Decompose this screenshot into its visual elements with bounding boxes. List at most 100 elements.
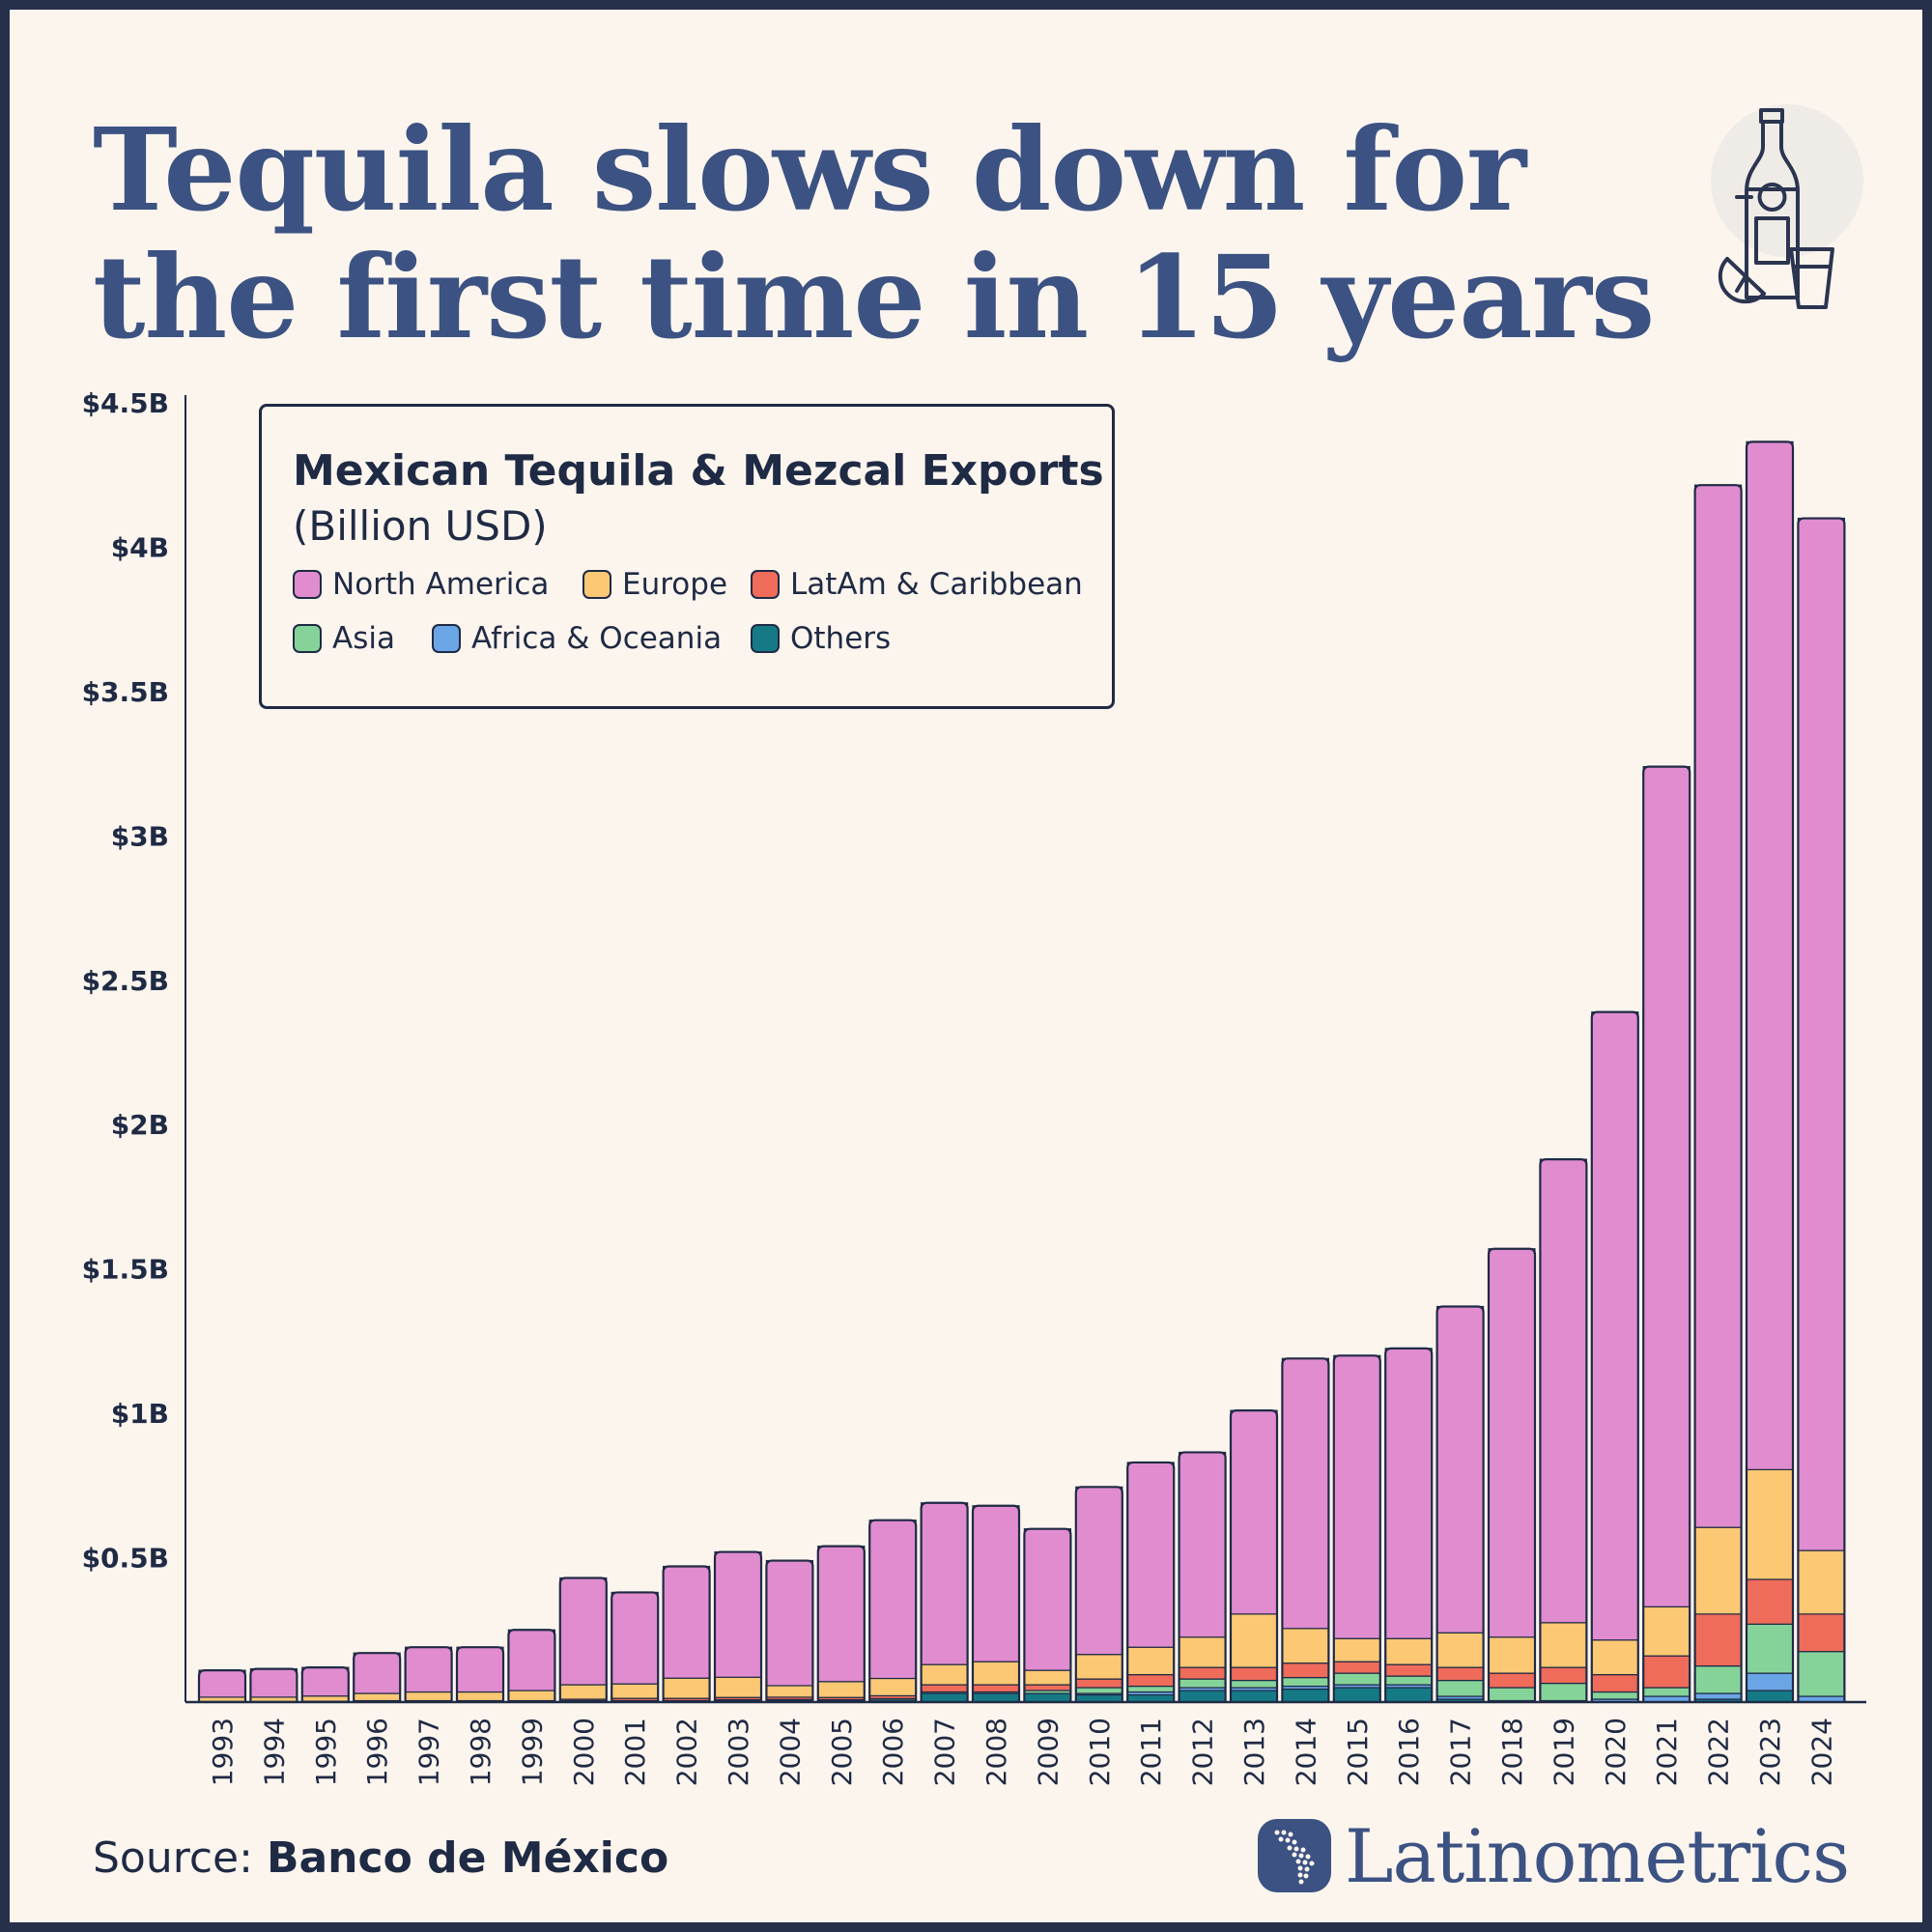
bar-segment	[1230, 1679, 1278, 1689]
bar-group	[507, 1629, 556, 1703]
bar-outline	[1074, 1486, 1123, 1702]
bar-group	[558, 1577, 608, 1703]
bar-outline	[920, 1501, 969, 1702]
bar-segment	[353, 1692, 401, 1702]
bar-outline	[353, 1652, 402, 1702]
bar-segment	[1435, 1666, 1485, 1682]
x-tick-label: 1993	[207, 1718, 239, 1786]
bar-outline	[662, 1565, 711, 1702]
x-tick-label: 2012	[1187, 1718, 1219, 1786]
bar-outline	[1435, 1305, 1485, 1702]
y-tick-label: $3.5B	[82, 676, 169, 708]
bar-segment	[765, 1685, 814, 1698]
bar-outline	[1281, 1357, 1330, 1702]
bar-segment	[1075, 1678, 1123, 1689]
bar-segment	[1591, 1639, 1639, 1676]
bar-segment	[1488, 1672, 1536, 1689]
bar-segment	[920, 1684, 969, 1693]
bar-group	[1023, 1527, 1072, 1703]
title-line-2: the first time in 15 years	[93, 230, 1655, 364]
x-tick-label: 1996	[361, 1718, 393, 1786]
bar-segment	[1488, 1636, 1536, 1674]
chart-legend: Mexican Tequila & Mezcal Exports (Billio…	[259, 404, 1115, 709]
bar-group	[1332, 1354, 1381, 1703]
bar-group	[1178, 1451, 1227, 1703]
bar-segment	[1230, 1409, 1278, 1615]
bar-outline	[1332, 1354, 1381, 1702]
bar-outline	[455, 1646, 505, 1702]
bar-segment	[1126, 1685, 1175, 1693]
bar-group	[1797, 517, 1846, 1703]
bar-segment	[1591, 1674, 1639, 1693]
x-tick-label: 2005	[826, 1718, 858, 1786]
bar-segment	[1693, 1526, 1743, 1615]
bar-segment	[972, 1661, 1020, 1686]
bar-outline	[816, 1545, 866, 1702]
tequila-bottle-and-shot-glass-icon	[1708, 104, 1872, 317]
bar-segment	[456, 1646, 504, 1693]
x-tick-label: 2001	[619, 1718, 651, 1786]
legend-item: Others	[751, 621, 891, 656]
bar-segment	[1178, 1666, 1227, 1680]
bar-outline	[507, 1629, 556, 1702]
x-tick-label: 2007	[929, 1718, 961, 1786]
y-tick-label: $4.5B	[82, 387, 169, 419]
latin-america-dot-map-icon	[1258, 1819, 1331, 1892]
bar-segment	[1178, 1451, 1227, 1638]
legend-label: Asia	[332, 621, 395, 656]
bar-group	[868, 1519, 918, 1703]
bar-segment	[1488, 1687, 1536, 1702]
bar-segment	[1384, 1663, 1433, 1677]
bar-group	[920, 1501, 969, 1703]
bar-group	[611, 1591, 660, 1703]
bar-outline	[300, 1666, 350, 1702]
bar-group	[404, 1646, 453, 1703]
bar-segment	[559, 1684, 608, 1700]
bar-segment	[1126, 1462, 1175, 1648]
x-tick-label: 2006	[877, 1718, 909, 1786]
bar-segment	[1384, 1637, 1433, 1665]
bar-segment	[1642, 1687, 1690, 1697]
y-tick-label: $1.5B	[82, 1254, 169, 1286]
legend-label: LatAm & Caribbean	[790, 567, 1083, 602]
bar-segment	[1281, 1688, 1330, 1703]
bar-group	[1229, 1409, 1279, 1703]
legend-label: Europe	[622, 567, 728, 602]
x-tick-label: 2010	[1084, 1718, 1116, 1786]
page-title: Tequila slows down for the first time in…	[93, 106, 1655, 364]
x-tick-label: 2018	[1496, 1718, 1528, 1786]
bar-segment	[1746, 440, 1794, 1470]
x-tick-label: 2017	[1445, 1718, 1477, 1786]
bar-segment	[611, 1591, 659, 1685]
chart-bars	[197, 440, 1846, 1703]
bar-segment	[1539, 1666, 1588, 1685]
bar-segment	[249, 1696, 298, 1703]
bar-segment	[1023, 1692, 1072, 1703]
bar-group	[1487, 1247, 1537, 1703]
bar-outline	[1384, 1347, 1434, 1702]
bar-outline	[1487, 1247, 1537, 1702]
bar-group	[197, 1669, 247, 1703]
bar-group	[662, 1565, 711, 1703]
bar-outline	[1539, 1157, 1588, 1702]
bar-segment	[1435, 1679, 1485, 1697]
bar-segment	[301, 1695, 350, 1702]
bar-group	[1745, 440, 1795, 1703]
bar-segment	[765, 1559, 814, 1687]
bar-segment	[1488, 1248, 1536, 1638]
bar-segment	[1178, 1678, 1227, 1689]
x-tick-label: 2008	[980, 1718, 1012, 1786]
x-tick-label: 2015	[1342, 1718, 1374, 1786]
bar-segment	[1384, 1348, 1433, 1639]
bar-outline	[1126, 1461, 1176, 1702]
x-tick-label: 1998	[465, 1718, 497, 1786]
bar-segment	[1333, 1687, 1381, 1703]
bar-outline	[1023, 1527, 1072, 1702]
bar-segment	[868, 1520, 917, 1680]
x-tick-label: 2013	[1238, 1718, 1270, 1786]
y-tick-label: $0.5B	[82, 1543, 169, 1575]
bar-segment	[1693, 1613, 1743, 1667]
bar-segment	[868, 1677, 917, 1697]
bar-segment	[972, 1684, 1020, 1693]
bar-outline	[1745, 440, 1795, 1702]
